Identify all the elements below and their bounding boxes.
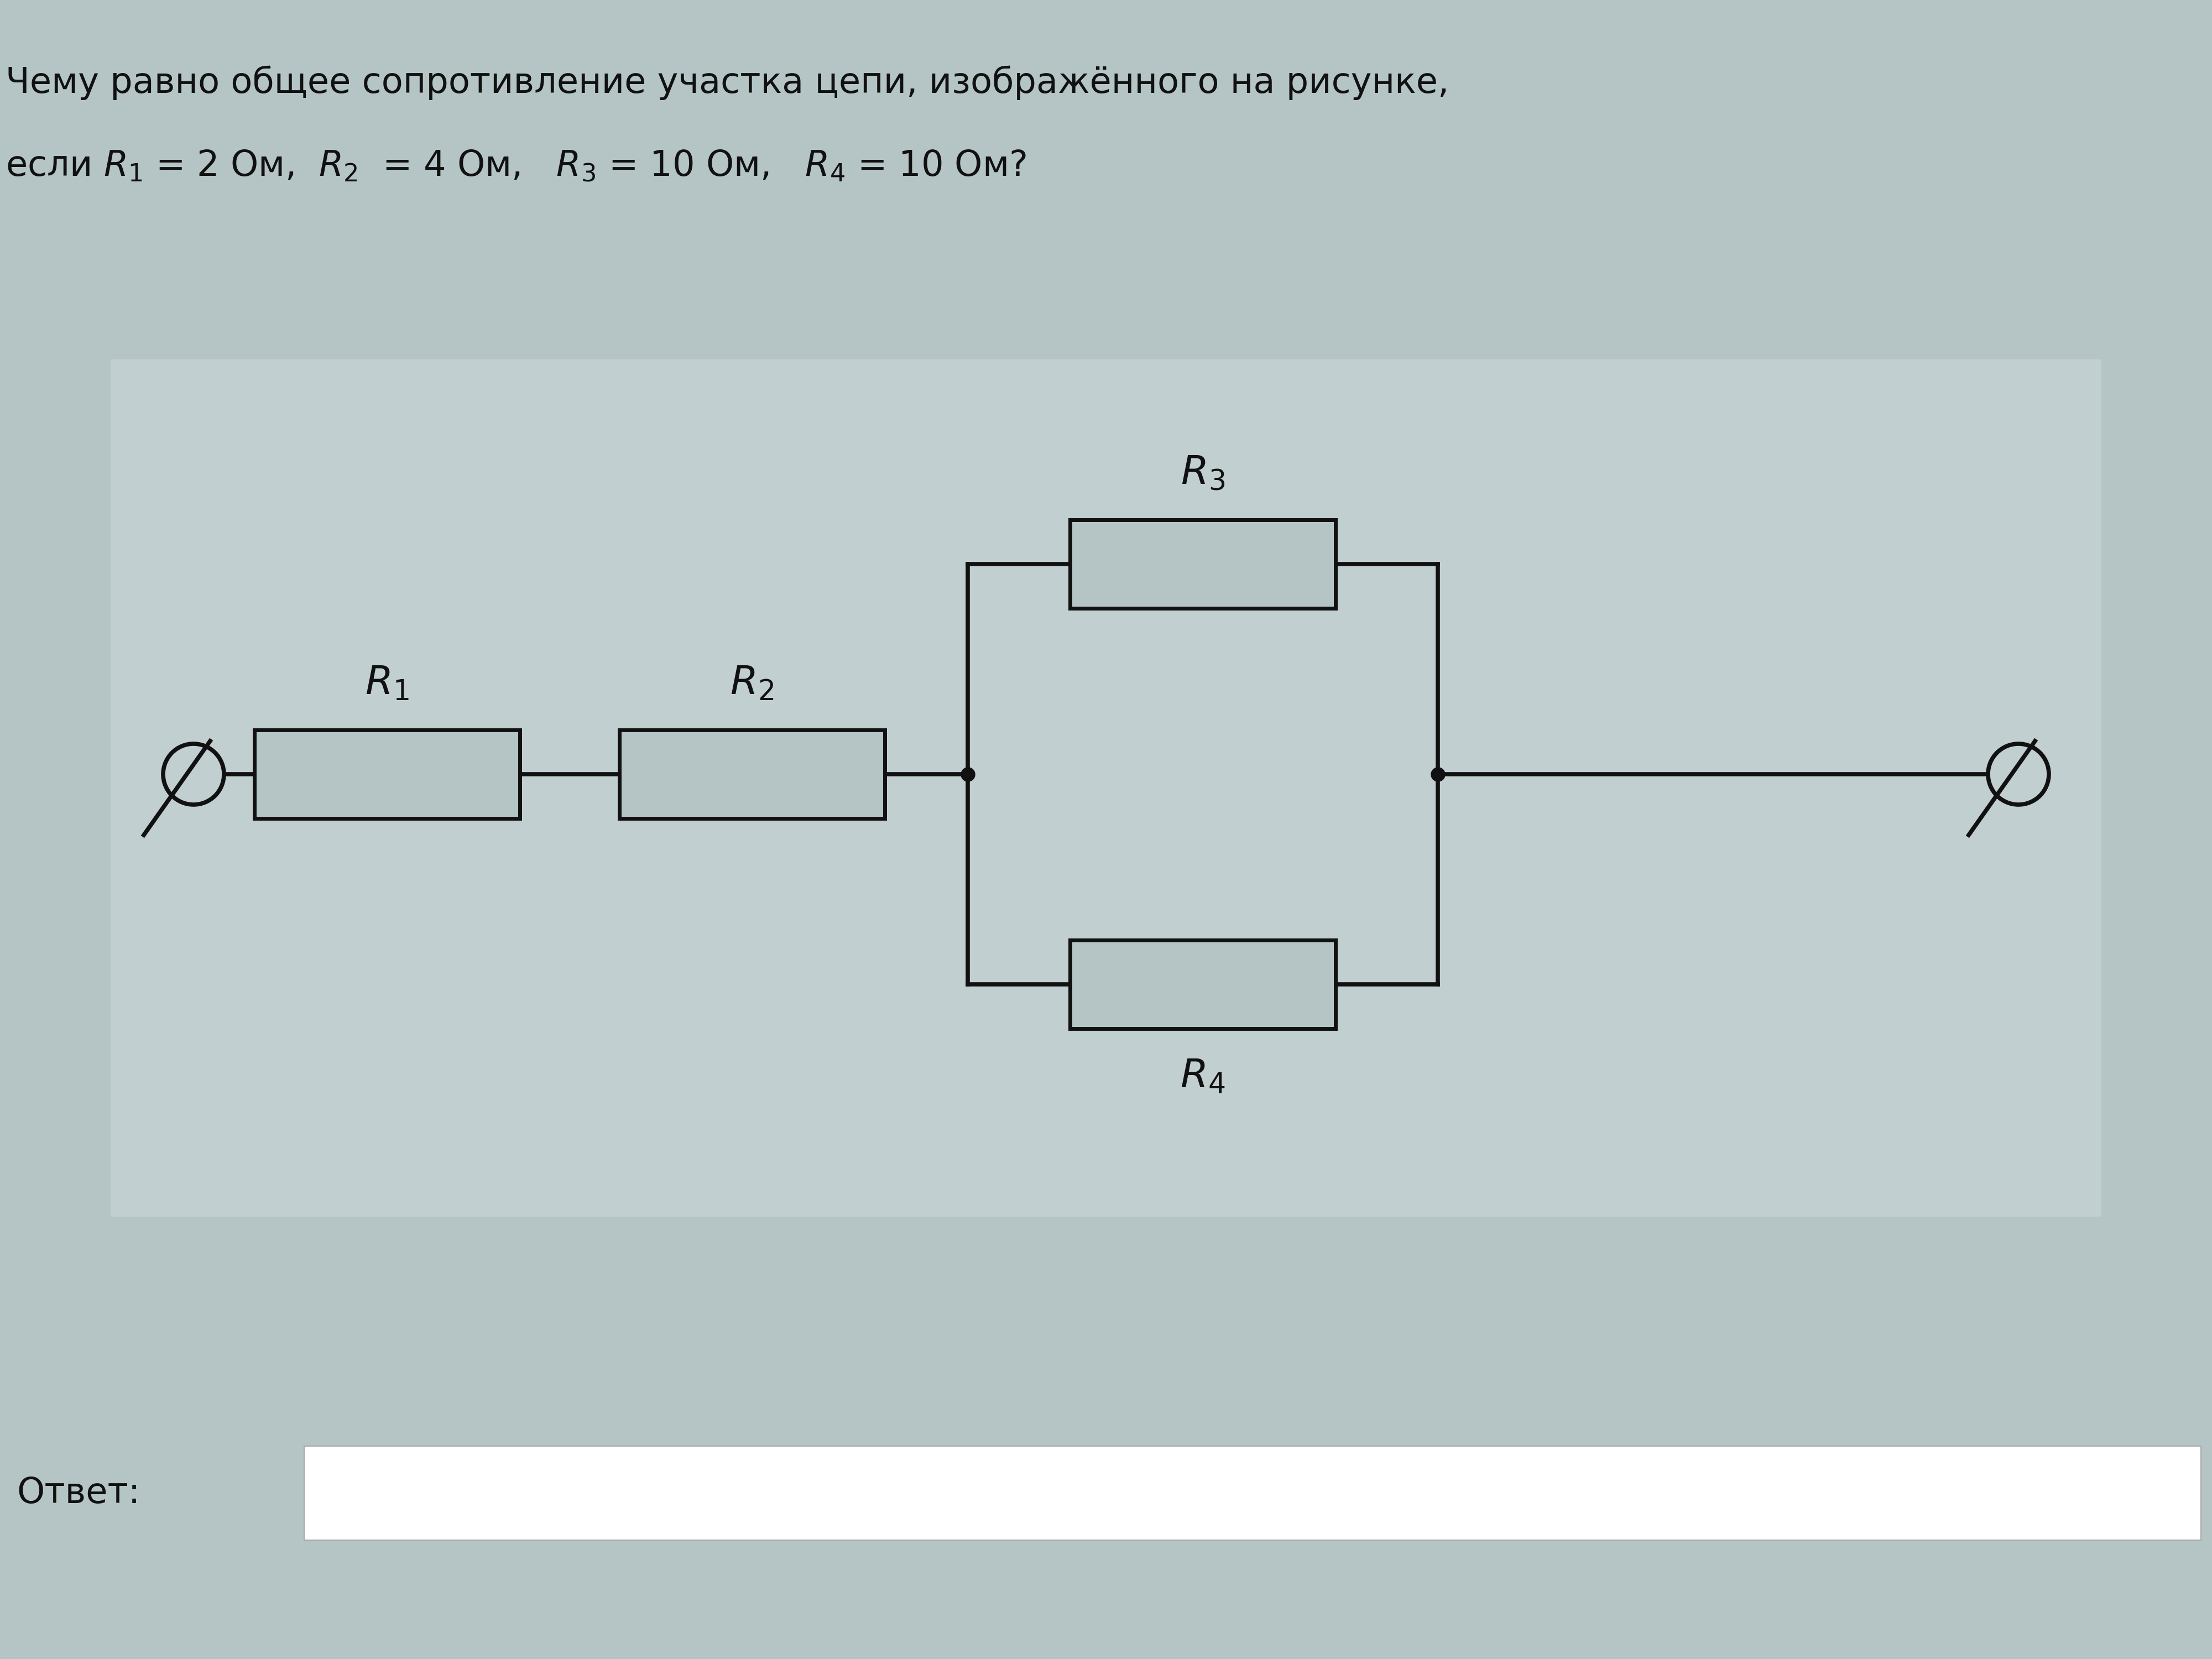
- Bar: [111, 360, 2101, 1216]
- Bar: [1071, 941, 1336, 1029]
- Bar: [1071, 519, 1336, 609]
- Text: $R_3$: $R_3$: [1181, 453, 1225, 493]
- Text: Ответ:: Ответ:: [18, 1477, 139, 1510]
- Text: $R_2$: $R_2$: [730, 664, 774, 702]
- Text: $R_4$: $R_4$: [1181, 1057, 1225, 1095]
- Bar: [305, 1447, 2201, 1540]
- Text: Чему равно общее сопротивление участка цепи, изображённого на рисунке,: Чему равно общее сопротивление участка ц…: [4, 66, 1449, 100]
- Bar: [619, 730, 885, 818]
- Text: если $R_1$ = 2 Ом,  $R_2$  = 4 Ом,   $R_3$ = 10 Ом,   $R_4$ = 10 Ом?: если $R_1$ = 2 Ом, $R_2$ = 4 Ом, $R_3$ =…: [4, 149, 1026, 182]
- Text: $R_1$: $R_1$: [365, 664, 409, 702]
- Bar: [254, 730, 520, 818]
